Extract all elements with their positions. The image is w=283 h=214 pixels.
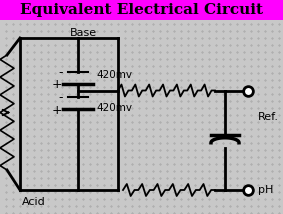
Text: 420mv: 420mv <box>96 103 132 113</box>
Text: -: - <box>59 67 63 79</box>
Text: Equivalent Electrical Circuit: Equivalent Electrical Circuit <box>20 3 263 17</box>
Text: Ref.: Ref. <box>258 112 279 122</box>
Text: Acid: Acid <box>22 197 46 207</box>
Text: -: - <box>59 92 63 104</box>
Text: +: + <box>52 104 62 116</box>
Bar <box>0 0 283 20</box>
Text: pH: pH <box>258 185 273 195</box>
Text: 420mv: 420mv <box>96 70 132 80</box>
Text: +: + <box>52 79 62 92</box>
Text: Base: Base <box>70 28 97 38</box>
